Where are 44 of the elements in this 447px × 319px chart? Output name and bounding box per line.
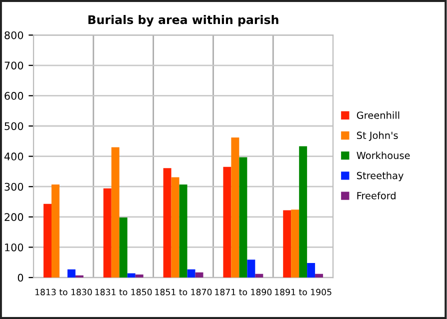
y-tick-label: 0	[18, 274, 24, 282]
legend-label: Workhouse	[356, 152, 410, 160]
bar	[231, 138, 240, 278]
bar	[44, 204, 52, 278]
y-tick-label: 200	[4, 213, 24, 222]
bar	[179, 184, 188, 278]
chart-title: Burials by area within parish	[88, 15, 278, 27]
bar	[299, 146, 308, 278]
bar	[223, 166, 232, 278]
bar	[195, 272, 204, 278]
bar	[75, 275, 84, 278]
bar	[239, 157, 248, 278]
bar	[171, 177, 180, 278]
y-tick-label: 600	[4, 92, 24, 100]
bar	[187, 269, 196, 278]
legend-label: Greenhill	[356, 111, 400, 119]
y-tick-label: 400	[4, 152, 24, 160]
x-tick-label: 1831 to 1850	[95, 288, 152, 296]
bar	[283, 210, 292, 278]
x-tick-label: 1891 to 1905	[275, 288, 332, 296]
x-tick-label: 1851 to 1870	[155, 288, 212, 296]
bar	[111, 147, 120, 278]
y-tick-label: 700	[4, 62, 24, 70]
legend-label: Freeford	[357, 192, 396, 200]
bar	[255, 274, 264, 278]
bar	[315, 274, 324, 278]
bar	[135, 274, 144, 278]
legend-label: St John's	[356, 132, 398, 141]
bar	[119, 218, 128, 278]
bar	[291, 210, 300, 278]
bar	[127, 273, 136, 278]
x-tick-label: 1871 to 1890	[215, 288, 272, 296]
legend-label: Streethay	[356, 172, 404, 182]
y-tick-label: 800	[4, 31, 24, 40]
bar	[103, 188, 112, 278]
bar	[247, 260, 256, 278]
bar	[51, 184, 60, 278]
x-tick-label: 1813 to 1830	[35, 288, 92, 296]
bar	[163, 168, 172, 278]
y-tick-label: 100	[5, 243, 24, 252]
bar	[67, 269, 76, 278]
y-tick-label: 500	[4, 122, 24, 130]
y-tick-label: 300	[4, 182, 24, 191]
bar	[307, 262, 316, 278]
